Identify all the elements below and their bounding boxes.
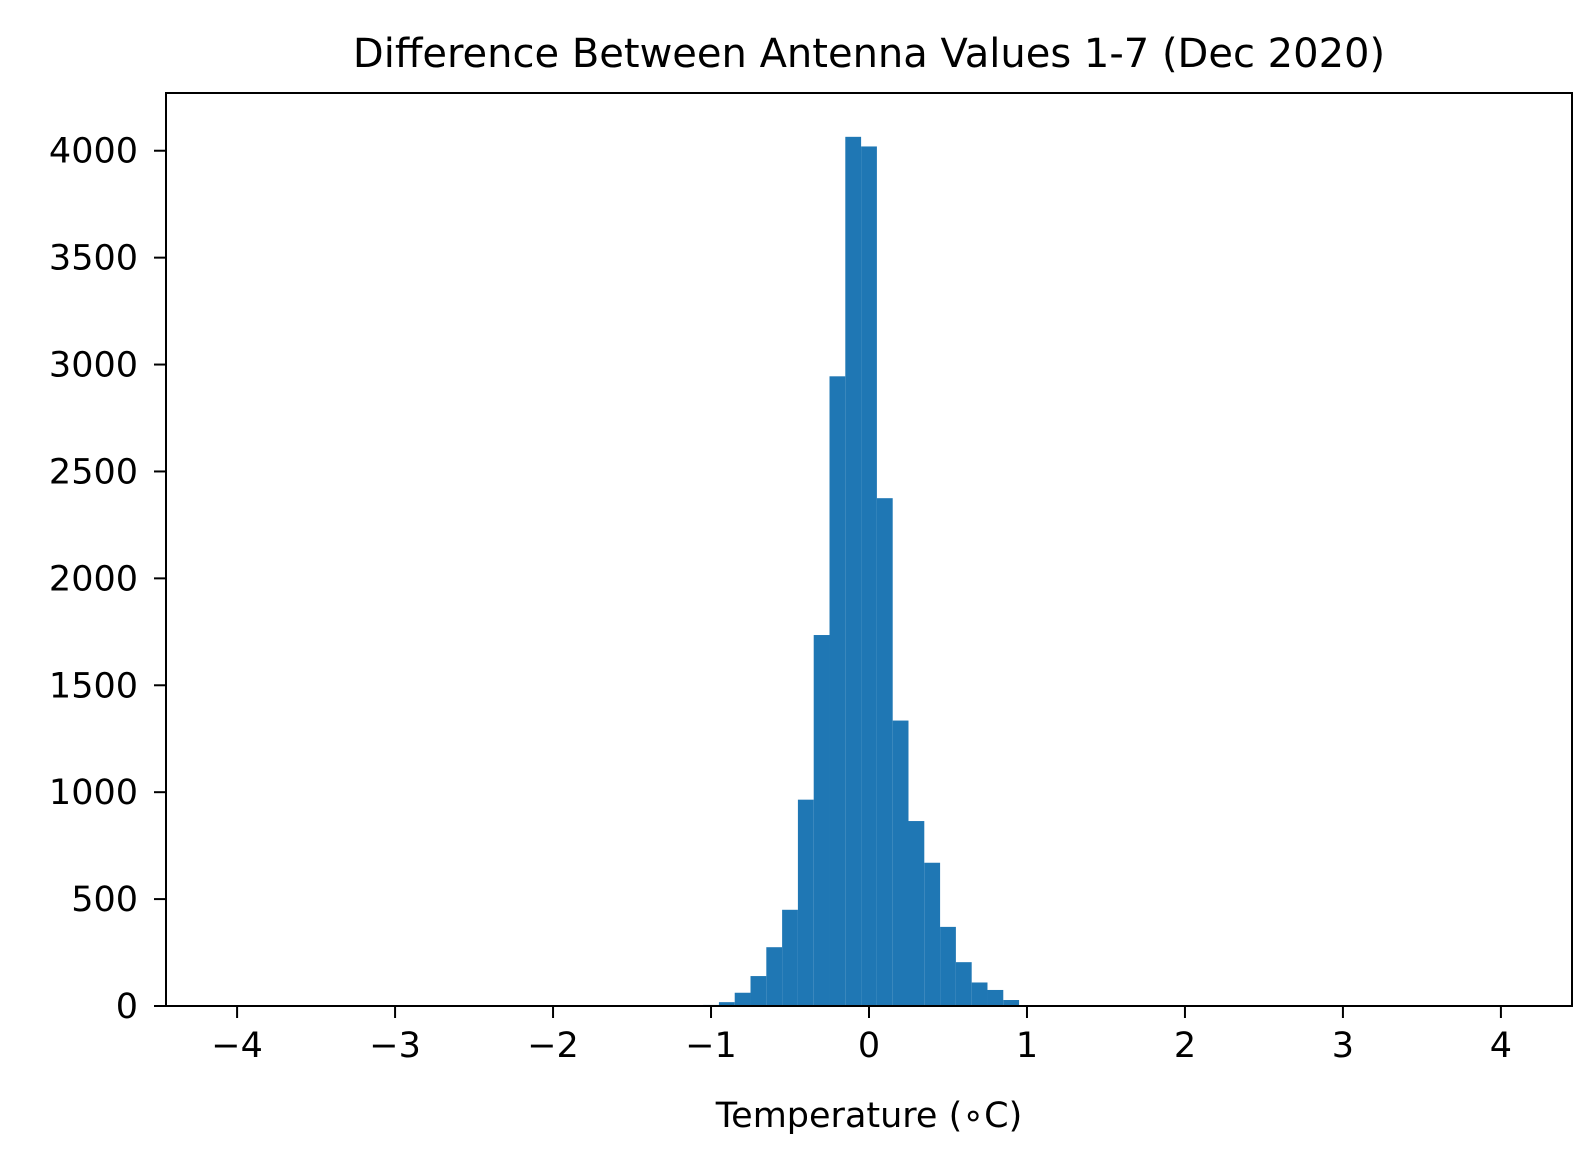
y-tick-label: 2500 [49, 452, 138, 492]
chart-title: Difference Between Antenna Values 1-7 (D… [353, 31, 1385, 77]
y-axis: 0 500 1000 1500 2000 2500 3000 3500 4000 [49, 132, 166, 1027]
x-axis-label: Temperature (∘C) [715, 1096, 1023, 1136]
x-tick-label: −2 [527, 1026, 579, 1066]
y-tick-label: 3000 [49, 346, 138, 386]
x-tick-label: 2 [1174, 1026, 1196, 1066]
histogram-bar [829, 376, 846, 1006]
x-tick-label: 1 [1016, 1026, 1038, 1066]
histogram-bar [782, 909, 798, 1006]
histogram-bar [750, 976, 767, 1006]
histogram-bar [955, 962, 972, 1006]
y-tick-label: 0 [116, 987, 138, 1027]
y-tick-label: 4000 [49, 132, 138, 172]
y-tick-label: 500 [71, 880, 138, 920]
histogram-bar [813, 635, 830, 1006]
histogram-bar [734, 992, 751, 1006]
histogram-bar [908, 821, 925, 1006]
plot-area [165, 92, 1573, 1007]
x-tick-label: 4 [1490, 1026, 1512, 1066]
y-tick-label: 1000 [49, 773, 138, 813]
histogram-bar [940, 926, 956, 1006]
histogram-bar [861, 146, 877, 1006]
histogram-bar [892, 720, 909, 1006]
x-axis: −4 −3 −2 −1 0 1 2 3 4 [211, 1006, 1512, 1066]
bars-layer [703, 136, 1020, 1007]
histogram-bar [845, 136, 862, 1007]
x-tick-label: 3 [1332, 1026, 1354, 1066]
y-tick-label: 1500 [49, 666, 138, 706]
x-tick-label: 0 [858, 1026, 880, 1066]
histogram-bar [876, 498, 893, 1006]
y-tick-label: 3500 [49, 239, 138, 279]
histogram-bar [766, 947, 783, 1006]
x-tick-label: −3 [369, 1026, 421, 1066]
x-tick-label: −1 [685, 1026, 737, 1066]
histogram-bar [1003, 1000, 1020, 1006]
histogram-bar [924, 862, 941, 1006]
histogram-bar [987, 989, 1004, 1006]
histogram-bar [797, 799, 814, 1006]
histogram-bar [718, 1002, 735, 1006]
histogram-bar [971, 982, 988, 1006]
y-tick-label: 2000 [49, 559, 138, 599]
x-tick-label: −4 [211, 1026, 263, 1066]
